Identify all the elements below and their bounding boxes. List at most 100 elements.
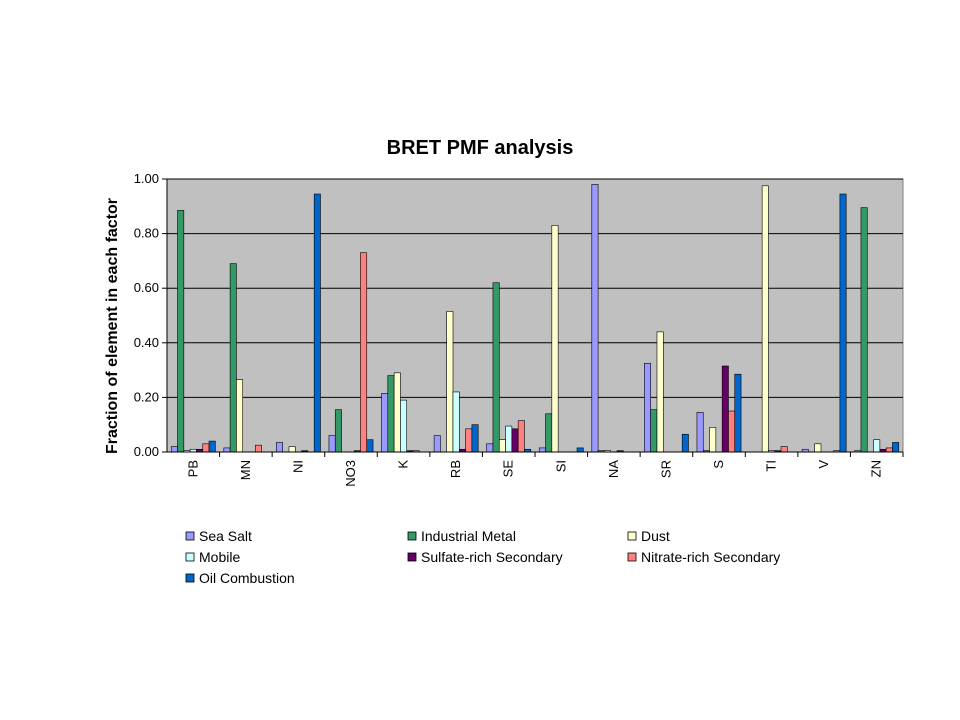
legend-item: Sea Salt — [185, 528, 252, 544]
legend-label: Industrial Metal — [421, 528, 516, 544]
bar-mn-dust — [236, 379, 244, 453]
bar-ti-dust — [761, 185, 769, 453]
bar-s-oil-combustion — [734, 373, 742, 453]
x-tick-label: TI — [764, 460, 779, 472]
legend-item: Nitrate-rich Secondary — [627, 549, 780, 565]
bar-na-sea-salt — [591, 184, 599, 453]
bars — [170, 184, 900, 453]
bar-pb-nitrate-rich-secondary — [202, 443, 210, 453]
legend-swatch — [407, 552, 417, 562]
bar-k-dust — [393, 372, 401, 453]
legend-item: Oil Combustion — [185, 570, 295, 586]
bar-se-industrial-metal — [492, 282, 500, 453]
bar-sr-industrial-metal — [650, 409, 658, 453]
bar-si-industrial-metal — [545, 413, 553, 453]
bar-sr-sea-salt — [644, 362, 651, 453]
bar-mn-nitrate-rich-secondary — [255, 444, 262, 453]
x-tick-label: NA — [606, 460, 621, 478]
bar-rb-mobile — [452, 391, 460, 453]
bar-se-mobile — [505, 425, 513, 453]
plot-background — [166, 178, 904, 453]
bar-rb-sea-salt — [433, 435, 441, 453]
legend-swatch — [627, 531, 637, 541]
y-axis-label: Fraction of element in each factor — [104, 198, 121, 454]
legend-label: Sea Salt — [199, 528, 252, 544]
bar-no3-sea-salt — [328, 435, 336, 453]
x-tick-label: K — [396, 460, 411, 469]
bar-k-industrial-metal — [387, 375, 395, 453]
bar-v-oil-combustion — [839, 193, 847, 453]
y-tick-label: 0.20 — [134, 389, 159, 404]
bar-se-sea-salt — [486, 443, 494, 453]
legend-swatch — [185, 552, 195, 562]
x-tick-label: NO3 — [343, 460, 358, 487]
bar-ti-nitrate-rich-secondary — [780, 446, 788, 453]
bar-si-sea-salt — [538, 447, 546, 453]
x-tick-label: S — [711, 460, 726, 469]
bar-s-sea-salt — [696, 412, 704, 453]
legend-label: Mobile — [199, 549, 240, 565]
bar-zn-nitrate-rich-secondary — [885, 447, 893, 453]
bar-no3-nitrate-rich-secondary — [360, 252, 368, 453]
legend-swatch — [185, 573, 195, 583]
legend-item: Dust — [627, 528, 670, 544]
legend-label: Dust — [641, 528, 670, 544]
bar-v-dust — [814, 443, 822, 453]
bar-ni-dust — [288, 446, 296, 453]
bar-mn-industrial-metal — [229, 263, 237, 453]
y-tick-label: 0.00 — [134, 444, 159, 459]
x-tick-label: ZN — [869, 460, 884, 477]
bar-ni-oil-combustion — [313, 193, 321, 453]
bar-pb-industrial-metal — [177, 210, 185, 453]
bar-si-dust — [551, 225, 559, 453]
bar-s-sulfate-rich-secondary — [721, 365, 729, 453]
bar-se-sulfate-rich-secondary — [511, 428, 519, 453]
bar-k-sea-salt — [381, 393, 389, 453]
bar-no3-oil-combustion — [366, 439, 374, 453]
bar-mn-sea-salt — [223, 447, 231, 453]
legend-label: Nitrate-rich Secondary — [641, 549, 780, 565]
plot-area — [166, 178, 904, 453]
legend-label: Oil Combustion — [199, 570, 295, 586]
bar-k-mobile — [400, 399, 408, 453]
bar-rb-oil-combustion — [471, 424, 479, 453]
legend-item: Industrial Metal — [407, 528, 516, 544]
y-tick-label: 0.40 — [134, 335, 159, 350]
bar-s-nitrate-rich-secondary — [728, 410, 736, 453]
bar-zn-oil-combustion — [892, 442, 900, 453]
legend: Sea Salt Industrial Metal Dust Mobile Sulfat… — [185, 528, 780, 586]
x-tick-label: SR — [658, 460, 673, 478]
x-tick-label: PB — [185, 460, 200, 477]
bar-pb-sea-salt — [170, 446, 178, 453]
y-tick-label: 1.00 — [134, 171, 159, 186]
axes: 0.00 0.20 0.40 0.60 0.80 1.00 PB MN NI NO3 K RB SE SI… — [134, 171, 904, 487]
bar-se-dust — [498, 439, 506, 453]
y-tick-label: 0.80 — [134, 226, 159, 241]
bar-sr-oil-combustion — [681, 433, 689, 453]
legend-item: Mobile — [185, 549, 240, 565]
x-tick-label: MN — [238, 460, 253, 480]
x-tick-label: RB — [448, 460, 463, 478]
bar-se-nitrate-rich-secondary — [517, 420, 525, 453]
legend-label: Sulfate-rich Secondary — [421, 549, 563, 565]
x-tick-label: V — [816, 460, 831, 469]
x-tick-label: SI — [553, 460, 568, 472]
x-tick-label: NI — [290, 460, 305, 473]
bar-ni-sea-salt — [276, 442, 283, 453]
bar-zn-mobile — [873, 439, 881, 453]
bar-s-dust — [709, 427, 717, 453]
y-tick-label: 0.60 — [134, 280, 159, 295]
bar-sr-dust — [656, 331, 664, 453]
bar-zn-industrial-metal — [860, 207, 868, 453]
bar-no3-industrial-metal — [334, 409, 342, 453]
legend-swatch — [627, 552, 637, 562]
bar-rb-nitrate-rich-secondary — [465, 428, 473, 453]
bar-rb-dust — [446, 311, 454, 453]
legend-item: Sulfate-rich Secondary — [407, 549, 563, 565]
x-tick-label: SE — [501, 460, 516, 478]
bar-si-oil-combustion — [576, 447, 584, 453]
legend-swatch — [407, 531, 417, 541]
bar-pb-oil-combustion — [208, 440, 216, 453]
legend-swatch — [185, 531, 195, 541]
